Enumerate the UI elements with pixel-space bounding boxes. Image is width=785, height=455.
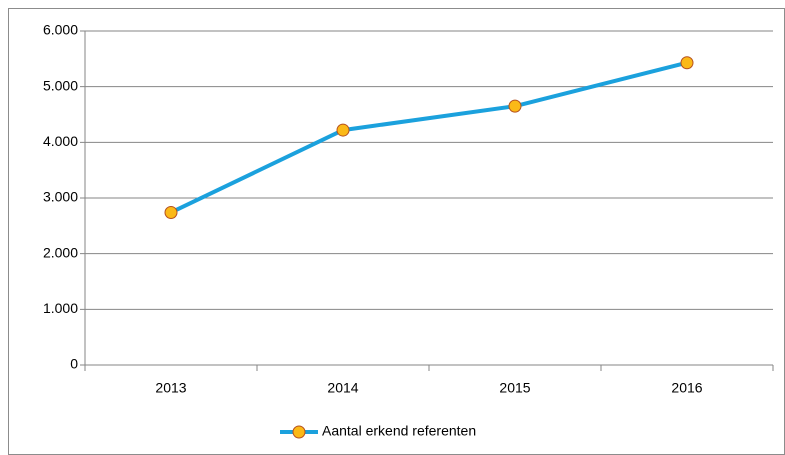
legend-marker [292, 425, 306, 439]
series-line [170, 60, 688, 215]
y-tick-label: 0 [70, 356, 78, 372]
x-tick-label: 2015 [499, 380, 530, 396]
y-tick-label: 1.000 [43, 300, 78, 316]
point-marker [336, 123, 350, 137]
x-tick-label: 2014 [327, 380, 358, 396]
point-marker [680, 56, 694, 70]
chart-border [8, 8, 785, 455]
x-tick-label: 2016 [671, 380, 702, 396]
point-marker [164, 205, 178, 219]
legend-label: Aantal erkend referenten [322, 423, 476, 439]
point-marker [508, 99, 522, 113]
y-tick-label: 6.000 [43, 22, 78, 38]
y-tick-label: 5.000 [43, 77, 78, 93]
x-tick-label: 2013 [155, 380, 186, 396]
y-tick-label: 4.000 [43, 133, 78, 149]
y-tick-label: 2.000 [43, 244, 78, 260]
y-tick-label: 3.000 [43, 189, 78, 205]
